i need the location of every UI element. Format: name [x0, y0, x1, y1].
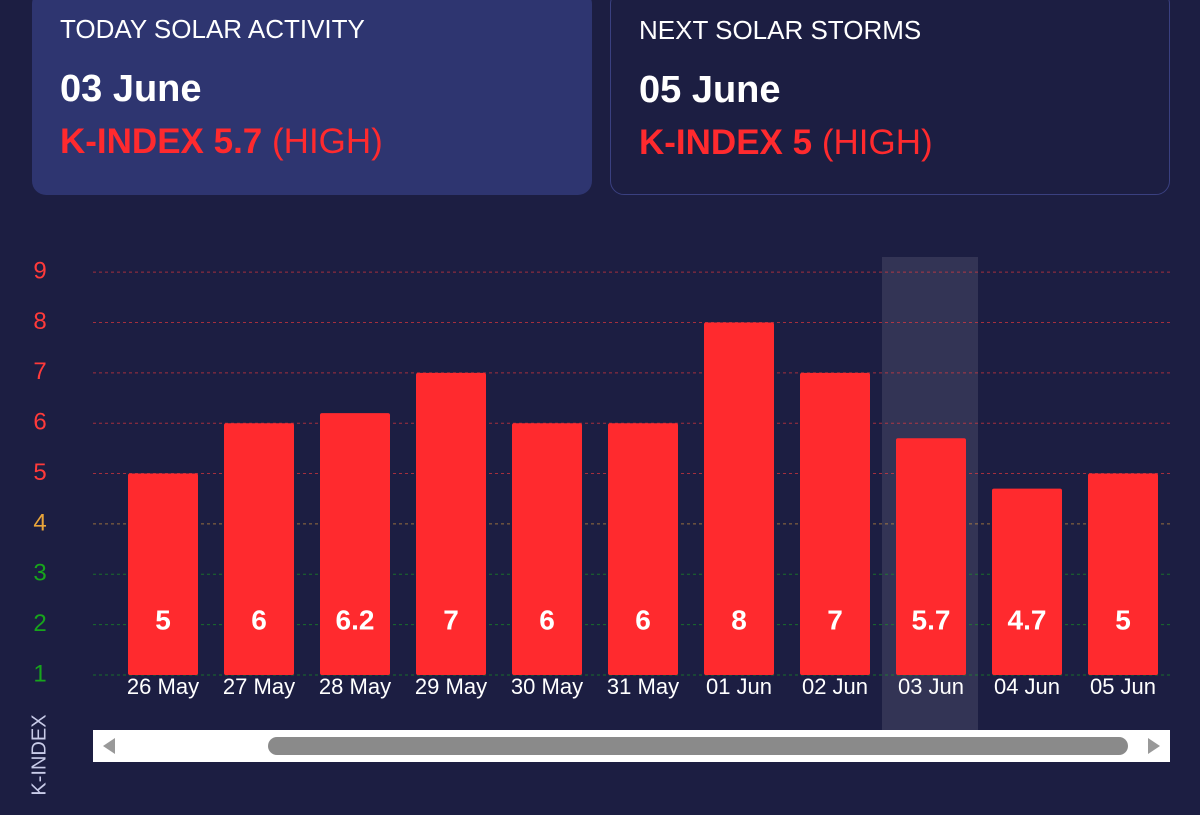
bar: [320, 413, 390, 675]
x-tick-label: 02 Jun: [802, 674, 868, 699]
card-kindex: K-INDEX 5 (HIGH): [639, 123, 933, 163]
x-tick-label: 01 Jun: [706, 674, 772, 699]
bar: [512, 423, 582, 675]
value-label: 6: [539, 604, 555, 635]
scroll-right[interactable]: [1148, 738, 1160, 754]
y-tick-label: 7: [33, 358, 46, 385]
scroll-thumb[interactable]: [268, 737, 1128, 755]
scroll-left[interactable]: [103, 738, 115, 754]
value-label: 5: [1115, 604, 1131, 635]
value-label: 5: [155, 604, 171, 635]
card-date: 03 June: [60, 68, 202, 110]
bar: [224, 423, 294, 675]
value-label: 5.7: [912, 604, 951, 635]
bar: [896, 438, 966, 675]
card-date: 05 June: [639, 69, 781, 111]
level: (HIGH): [821, 123, 933, 162]
x-tick-label: 28 May: [319, 674, 391, 699]
today-card: TODAY SOLAR ACTIVITY 03 June K-INDEX 5.7…: [32, 0, 592, 195]
card-heading: NEXT SOLAR STORMS: [639, 15, 922, 45]
value-label: 7: [827, 604, 843, 635]
bar: [416, 372, 486, 675]
storm-card: NEXT SOLAR STORMS 05 June K-INDEX 5 (HIG…: [610, 0, 1170, 195]
value-label: 6: [635, 604, 651, 635]
x-tick-label: 27 May: [223, 674, 295, 699]
bar: [128, 473, 198, 675]
bar: [608, 423, 678, 675]
bar: [800, 372, 870, 675]
x-tick-label: 05 Jun: [1090, 674, 1156, 699]
y-tick-label: 5: [33, 459, 46, 486]
y-tick-label: 9: [33, 257, 46, 284]
x-tick-label: 03 Jun: [898, 674, 964, 699]
y-tick-label: 8: [33, 308, 46, 335]
x-tick-label: 31 May: [607, 674, 679, 699]
y-tick-label: 2: [33, 610, 46, 637]
value-label: 6: [251, 604, 267, 635]
y-axis-label: K-INDEX: [28, 714, 50, 795]
y-tick-label: 4: [33, 509, 46, 536]
k-index: K-INDEX 5: [639, 123, 813, 162]
bar: [992, 488, 1062, 675]
y-tick-label: 1: [33, 660, 46, 687]
x-tick-label: 26 May: [127, 674, 199, 699]
k-index: K-INDEX 5.7: [60, 122, 263, 161]
card-kindex: K-INDEX 5.7 (HIGH): [60, 122, 383, 162]
bar: [704, 322, 774, 675]
x-tick-label: 04 Jun: [994, 674, 1060, 699]
x-tick-label: 30 May: [511, 674, 583, 699]
card-heading: TODAY SOLAR ACTIVITY: [60, 14, 365, 44]
x-tick-label: 29 May: [415, 674, 487, 699]
level: (HIGH): [272, 122, 383, 161]
y-tick-label: 6: [33, 409, 46, 436]
value-label: 6.2: [336, 604, 375, 635]
bar: [1088, 473, 1158, 675]
value-label: 7: [443, 604, 459, 635]
value-label: 8: [731, 604, 747, 635]
y-tick-label: 3: [33, 560, 46, 587]
value-label: 4.7: [1008, 604, 1047, 635]
